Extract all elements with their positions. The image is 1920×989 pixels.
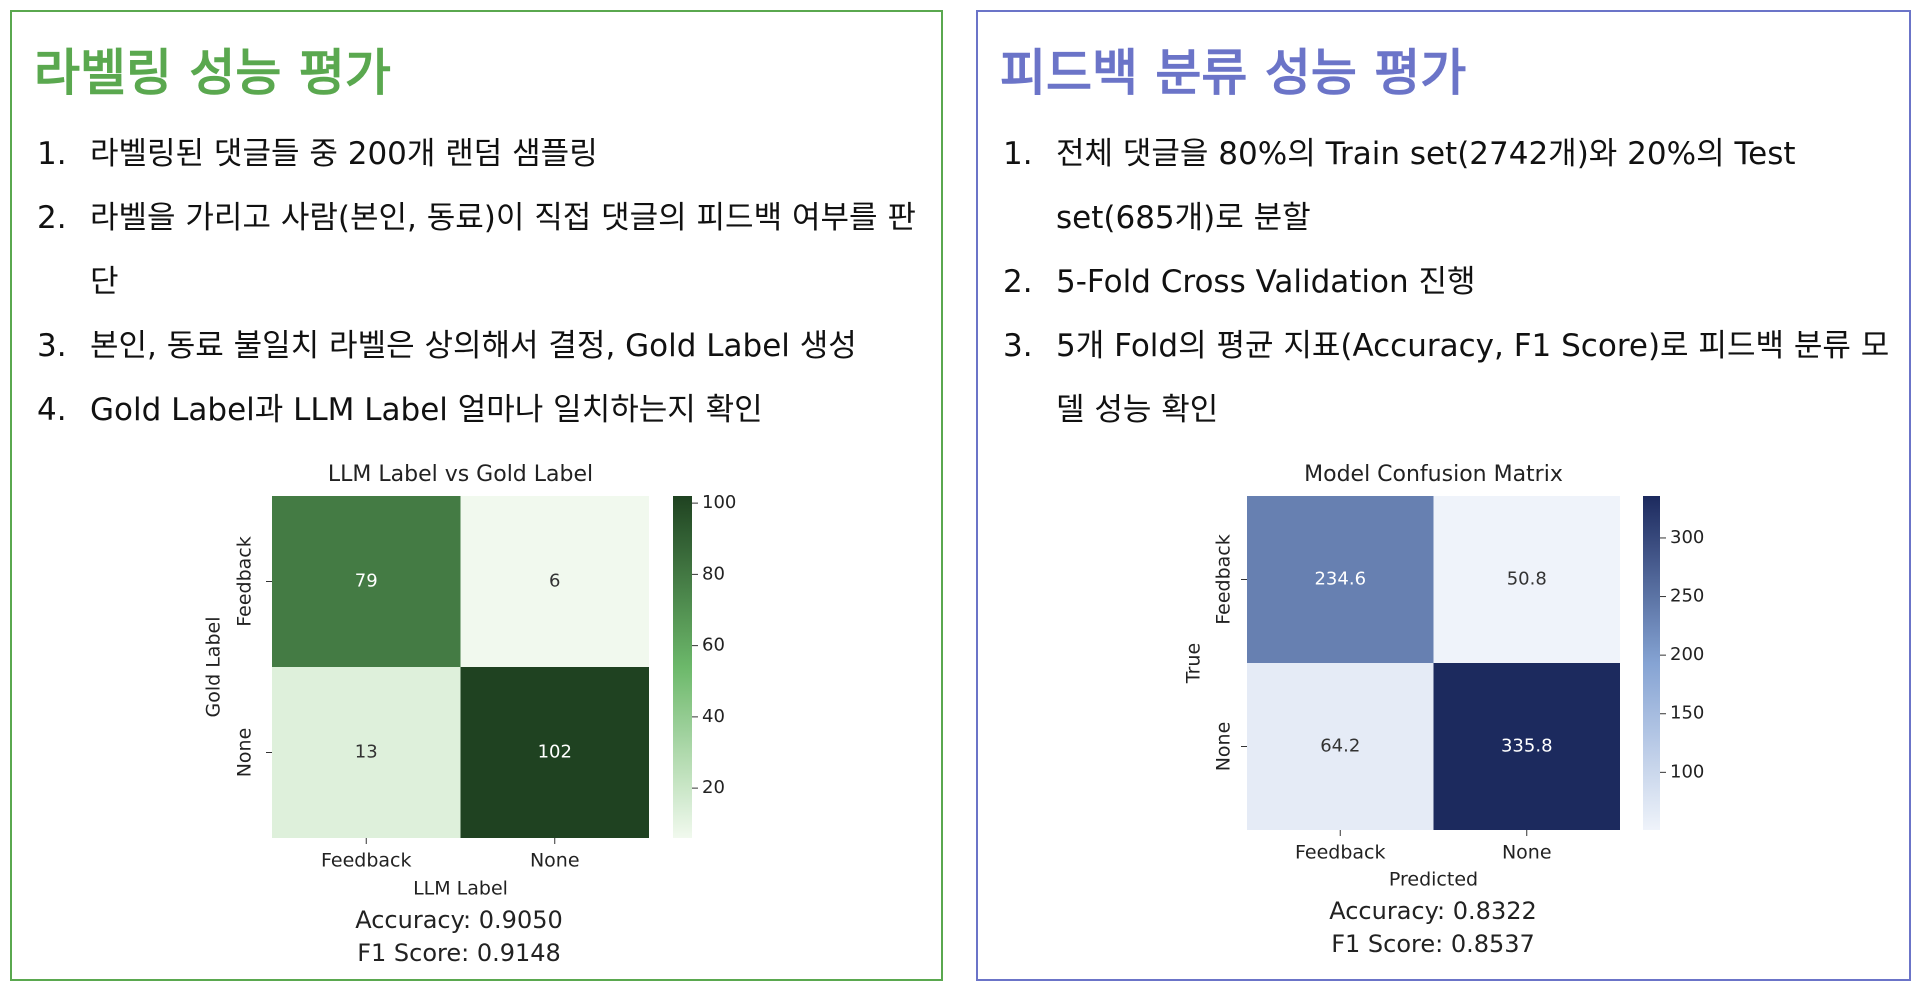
x-axis-label: LLM Label [413, 878, 508, 900]
x-tick-label: Feedback [321, 850, 411, 872]
metric-annotation: Accuracy: 0.8322 [1329, 897, 1537, 925]
y-axis-label: True [1183, 643, 1205, 684]
cell-label: 6 [549, 571, 560, 592]
heatmap-cell [272, 667, 461, 838]
item-text: 5개 Fold의 평균 지표(Accuracy, F1 Score)로 피드백 … [1056, 328, 1890, 428]
list-item: 1. 라벨링된 댓글들 중 200개 랜덤 샘플링 [37, 122, 935, 186]
colorbar-tick-label: 200 [1670, 644, 1704, 665]
item-number: 2. [1003, 264, 1033, 300]
colorbar-tick-label: 60 [702, 635, 725, 656]
chart-title: Model Confusion Matrix [1304, 462, 1563, 487]
heatmap-cell [460, 667, 649, 838]
y-tick-label: Feedback [234, 536, 256, 626]
x-tick-label: None [1502, 842, 1552, 864]
heatmap-cell [1433, 496, 1620, 663]
heatmap-cell [460, 496, 649, 667]
colorbar-tick-label: 300 [1670, 527, 1704, 548]
panel-title: 라벨링 성능 평가 [34, 44, 391, 102]
list-item: 2. 5-Fold Cross Validation 진행 [1003, 250, 1903, 314]
heatmap-cell [1247, 663, 1434, 830]
cell-label: 79 [355, 571, 378, 592]
item-text: 라벨링된 댓글들 중 200개 랜덤 샘플링 [90, 136, 598, 172]
cell-label: 64.2 [1320, 736, 1360, 757]
list-item: 2. 라벨을 가리고 사람(본인, 동료)이 직접 댓글의 피드백 여부를 판단 [37, 186, 935, 314]
cell-label: 335.8 [1501, 736, 1553, 757]
metric-annotation: Accuracy: 0.9050 [355, 906, 563, 934]
colorbar-tick-label: 250 [1670, 586, 1704, 607]
panel: 라벨링 성능 평가 1. 라벨링된 댓글들 중 200개 랜덤 샘플링 2. 라벨을 … [10, 10, 943, 981]
colorbar-tick-label: 100 [702, 492, 736, 513]
list-item: 3. 본인, 동료 불일치 라벨은 상의해서 결정, Gold Label 생성 [37, 314, 935, 378]
cell-label: 13 [355, 742, 378, 763]
item-number: 3. [37, 328, 67, 364]
cell-label: 102 [538, 742, 572, 763]
y-tick-label: None [234, 728, 256, 778]
item-text: Gold Label과 LLM Label 얼마나 일치하는지 확인 [90, 392, 763, 428]
panel-title: 피드백 분류 성능 평가 [1000, 44, 1467, 102]
metric-annotation: F1 Score: 0.8537 [1331, 930, 1535, 958]
item-number: 1. [37, 136, 67, 172]
y-axis-label: Gold Label [203, 617, 225, 718]
panel: 피드백 분류 성능 평가 1. 전체 댓글을 80%의 Train set(274… [976, 10, 1911, 981]
cell-label: 50.8 [1507, 569, 1547, 590]
item-number: 4. [37, 392, 67, 428]
metric-annotation: F1 Score: 0.9148 [357, 939, 561, 967]
list-item: 3. 5개 Fold의 평균 지표(Accuracy, F1 Score)로 피드… [1003, 314, 1903, 442]
heatmap-cell [1433, 663, 1620, 830]
item-number: 1. [1003, 136, 1033, 172]
item-text: 전체 댓글을 80%의 Train set(2742개)와 20%의 Test … [1056, 136, 1796, 236]
item-text: 5-Fold Cross Validation 진행 [1056, 264, 1476, 300]
item-text: 본인, 동료 불일치 라벨은 상의해서 결정, Gold Label 생성 [90, 328, 857, 364]
y-tick-label: None [1213, 722, 1235, 772]
item-list: 1. 라벨링된 댓글들 중 200개 랜덤 샘플링 2. 라벨을 가리고 사람(본인,… [37, 122, 935, 442]
colorbar [1643, 496, 1660, 830]
item-list: 1. 전체 댓글을 80%의 Train set(2742개)와 20%의 Tes… [1003, 122, 1903, 442]
list-item: 4. Gold Label과 LLM Label 얼마나 일치하는지 확인 [37, 378, 935, 442]
item-number: 2. [37, 200, 67, 236]
chart-title: LLM Label vs Gold Label [328, 462, 593, 487]
x-axis-label: Predicted [1389, 869, 1478, 891]
colorbar-tick-label: 40 [702, 706, 725, 727]
x-tick-label: Feedback [1295, 842, 1385, 864]
colorbar [673, 496, 692, 838]
list-item: 1. 전체 댓글을 80%의 Train set(2742개)와 20%의 Tes… [1003, 122, 1903, 250]
colorbar-tick-label: 150 [1670, 703, 1704, 724]
colorbar-tick-label: 80 [702, 563, 725, 584]
cell-label: 234.6 [1314, 569, 1366, 590]
colorbar-tick-label: 100 [1670, 761, 1704, 782]
x-tick-label: None [530, 850, 580, 872]
heatmap-cell [1247, 496, 1434, 663]
item-number: 3. [1003, 328, 1033, 364]
item-text: 라벨을 가리고 사람(본인, 동료)이 직접 댓글의 피드백 여부를 판단 [90, 200, 916, 300]
y-tick-label: Feedback [1213, 534, 1235, 624]
colorbar-tick-label: 20 [702, 777, 725, 798]
heatmap-cell [272, 496, 461, 667]
